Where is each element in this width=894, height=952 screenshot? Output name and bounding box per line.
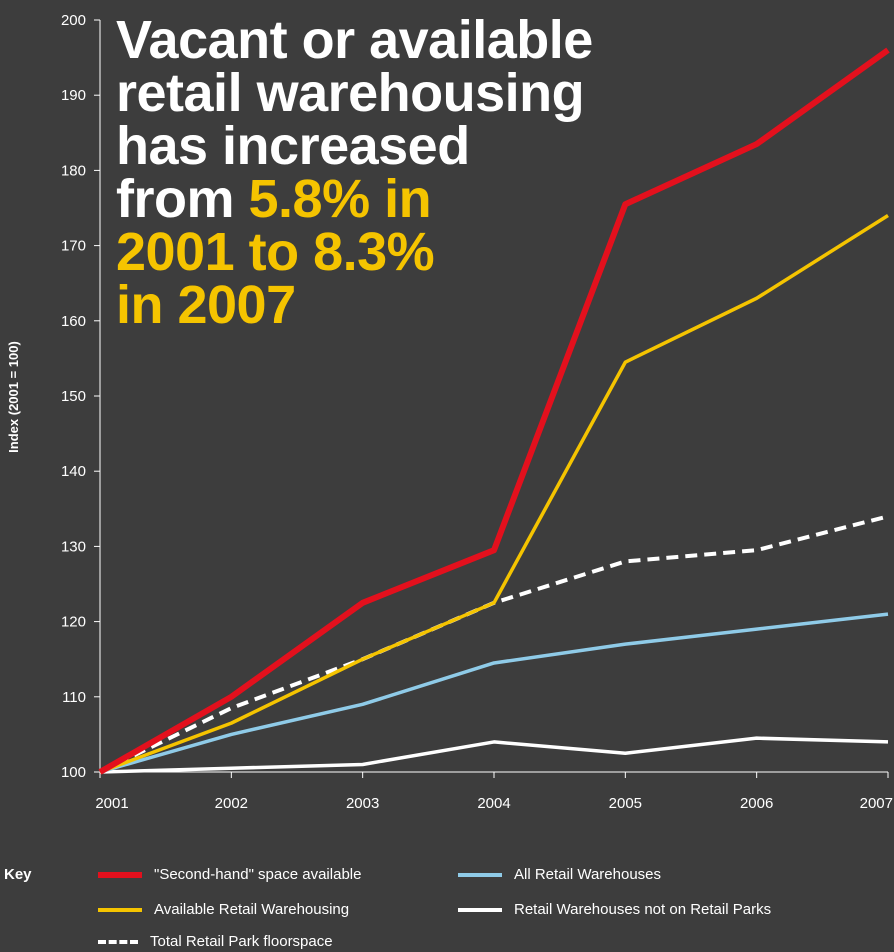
- legend-label: Retail Warehouses not on Retail Parks: [514, 901, 772, 918]
- x-tick-label: 2003: [346, 795, 379, 812]
- y-axis-label: Index (2001 = 100): [6, 341, 21, 453]
- chart-axes: 100 110 120 130 140 150 160 170 180 190 200 2001 200…: [61, 12, 893, 812]
- y-tick-label: 140: [61, 463, 86, 480]
- x-tick-label: 2002: [215, 795, 248, 812]
- legend-swatch: [98, 871, 142, 878]
- legend-swatch: [98, 907, 142, 912]
- chart-series-lines: [98, 47, 890, 775]
- headline-line-2: retail warehousing: [116, 63, 585, 123]
- legend-label: All Retail Warehouses: [514, 866, 662, 883]
- y-tick-label: 200: [61, 12, 86, 29]
- series-line-2: [99, 514, 889, 774]
- legend-title: Key: [4, 866, 32, 883]
- legend-label: Available Retail Warehousing: [154, 901, 350, 918]
- headline-line-3: has increased: [116, 116, 470, 176]
- series-line-4: [99, 736, 889, 774]
- headline-line-5: 2001 to 8.3%: [116, 222, 435, 282]
- headline-highlight-start: 5.8% in: [248, 169, 432, 229]
- headline-line-4: from 5.8% in: [116, 172, 716, 226]
- y-tick-label: 170: [61, 238, 86, 255]
- x-tick-label: 2005: [609, 795, 642, 812]
- legend-item: Total Retail Park floorspace: [98, 933, 333, 950]
- legend-swatch: [458, 872, 502, 877]
- series-line-0: [98, 47, 890, 775]
- legend-item: "Second-hand" space available: [98, 866, 361, 883]
- x-tick-label: 2007: [860, 795, 893, 812]
- chart-headline: Vacant or available retail warehousing h…: [116, 10, 716, 335]
- y-tick-label: 190: [61, 87, 86, 104]
- y-tick-label: 180: [61, 162, 86, 179]
- legend-label: "Second-hand" space available: [154, 866, 362, 883]
- series-line-3: [99, 612, 889, 774]
- y-tick-label: 160: [61, 313, 86, 330]
- y-tick-label: 100: [61, 764, 86, 781]
- headline-line-1: Vacant or available: [116, 10, 593, 70]
- y-tick-label: 110: [62, 689, 86, 706]
- legend-item: Available Retail Warehousing: [98, 901, 349, 918]
- legend-label: Total Retail Park floorspace: [150, 933, 333, 950]
- y-tick-label: 130: [61, 538, 86, 555]
- x-tick-label: 2006: [740, 795, 773, 812]
- legend-swatch: [458, 907, 502, 912]
- x-tick-label: 2001: [95, 795, 128, 812]
- y-tick-label: 150: [61, 388, 86, 405]
- legend-item: Retail Warehouses not on Retail Parks: [458, 901, 771, 918]
- headline-line-6: in 2007: [116, 275, 296, 335]
- legend-swatch: [98, 939, 138, 944]
- y-tick-label: 120: [61, 614, 86, 631]
- series-line-1: [99, 214, 889, 774]
- headline-line-4-prefix: from: [116, 169, 249, 229]
- x-tick-label: 2004: [477, 795, 510, 812]
- legend-item: All Retail Warehouses: [458, 866, 661, 883]
